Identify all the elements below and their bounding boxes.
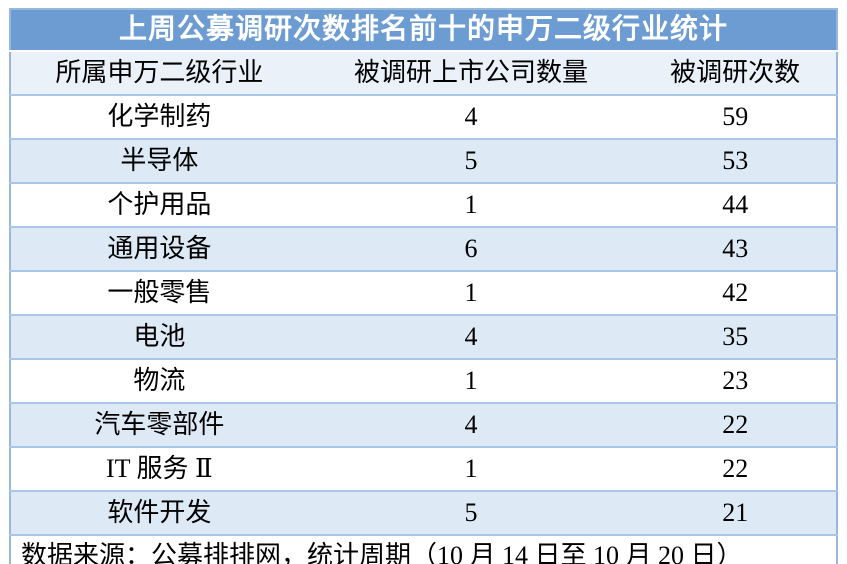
cell-survey-count: 53 (634, 139, 837, 184)
data-source-note: 数据来源：公募排排网，统计周期（10 月 14 日至 10 月 20 日） (10, 535, 837, 564)
cell-survey-count: 35 (634, 315, 837, 360)
industry-survey-table: 上周公募调研次数排名前十的申万二级行业统计 所属申万二级行业 被调研上市公司数量… (9, 8, 838, 564)
cell-company-count: 1 (307, 359, 635, 404)
column-header-industry: 所属申万二级行业 (10, 51, 308, 96)
table-row: 软件开发 5 21 (10, 491, 837, 536)
cell-industry: 半导体 (10, 139, 308, 184)
column-header-survey-count: 被调研次数 (634, 51, 837, 96)
table-row: 电池 4 35 (10, 315, 837, 360)
table-title-row: 上周公募调研次数排名前十的申万二级行业统计 (10, 9, 837, 52)
table-row: 一般零售 1 42 (10, 271, 837, 316)
cell-company-count: 1 (307, 183, 635, 228)
cell-company-count: 5 (307, 491, 635, 536)
cell-industry: 物流 (10, 359, 308, 404)
cell-survey-count: 22 (634, 403, 837, 448)
cell-survey-count: 21 (634, 491, 837, 536)
table-row: 化学制药 4 59 (10, 95, 837, 140)
cell-industry: 电池 (10, 315, 308, 360)
cell-survey-count: 23 (634, 359, 837, 404)
table-row: 物流 1 23 (10, 359, 837, 404)
cell-industry: IT 服务 Ⅱ (10, 447, 308, 492)
table-row: 汽车零部件 4 22 (10, 403, 837, 448)
table-row: 半导体 5 53 (10, 139, 837, 184)
cell-company-count: 5 (307, 139, 635, 184)
column-header-company-count: 被调研上市公司数量 (307, 51, 635, 96)
table-row: 通用设备 6 43 (10, 227, 837, 272)
cell-survey-count: 43 (634, 227, 837, 272)
cell-industry: 通用设备 (10, 227, 308, 272)
cell-industry: 化学制药 (10, 95, 308, 140)
cell-industry: 软件开发 (10, 491, 308, 536)
cell-company-count: 1 (307, 271, 635, 316)
table-footnote-row: 数据来源：公募排排网，统计周期（10 月 14 日至 10 月 20 日） (10, 535, 837, 564)
cell-company-count: 4 (307, 315, 635, 360)
table-row: IT 服务 Ⅱ 1 22 (10, 447, 837, 492)
table-title: 上周公募调研次数排名前十的申万二级行业统计 (10, 9, 837, 52)
cell-company-count: 6 (307, 227, 635, 272)
cell-industry: 个护用品 (10, 183, 308, 228)
cell-industry: 汽车零部件 (10, 403, 308, 448)
cell-company-count: 1 (307, 447, 635, 492)
cell-survey-count: 44 (634, 183, 837, 228)
table-header-row: 所属申万二级行业 被调研上市公司数量 被调研次数 (10, 51, 837, 96)
cell-survey-count: 59 (634, 95, 837, 140)
cell-company-count: 4 (307, 95, 635, 140)
cell-survey-count: 42 (634, 271, 837, 316)
cell-survey-count: 22 (634, 447, 837, 492)
cell-company-count: 4 (307, 403, 635, 448)
cell-industry: 一般零售 (10, 271, 308, 316)
table-row: 个护用品 1 44 (10, 183, 837, 228)
